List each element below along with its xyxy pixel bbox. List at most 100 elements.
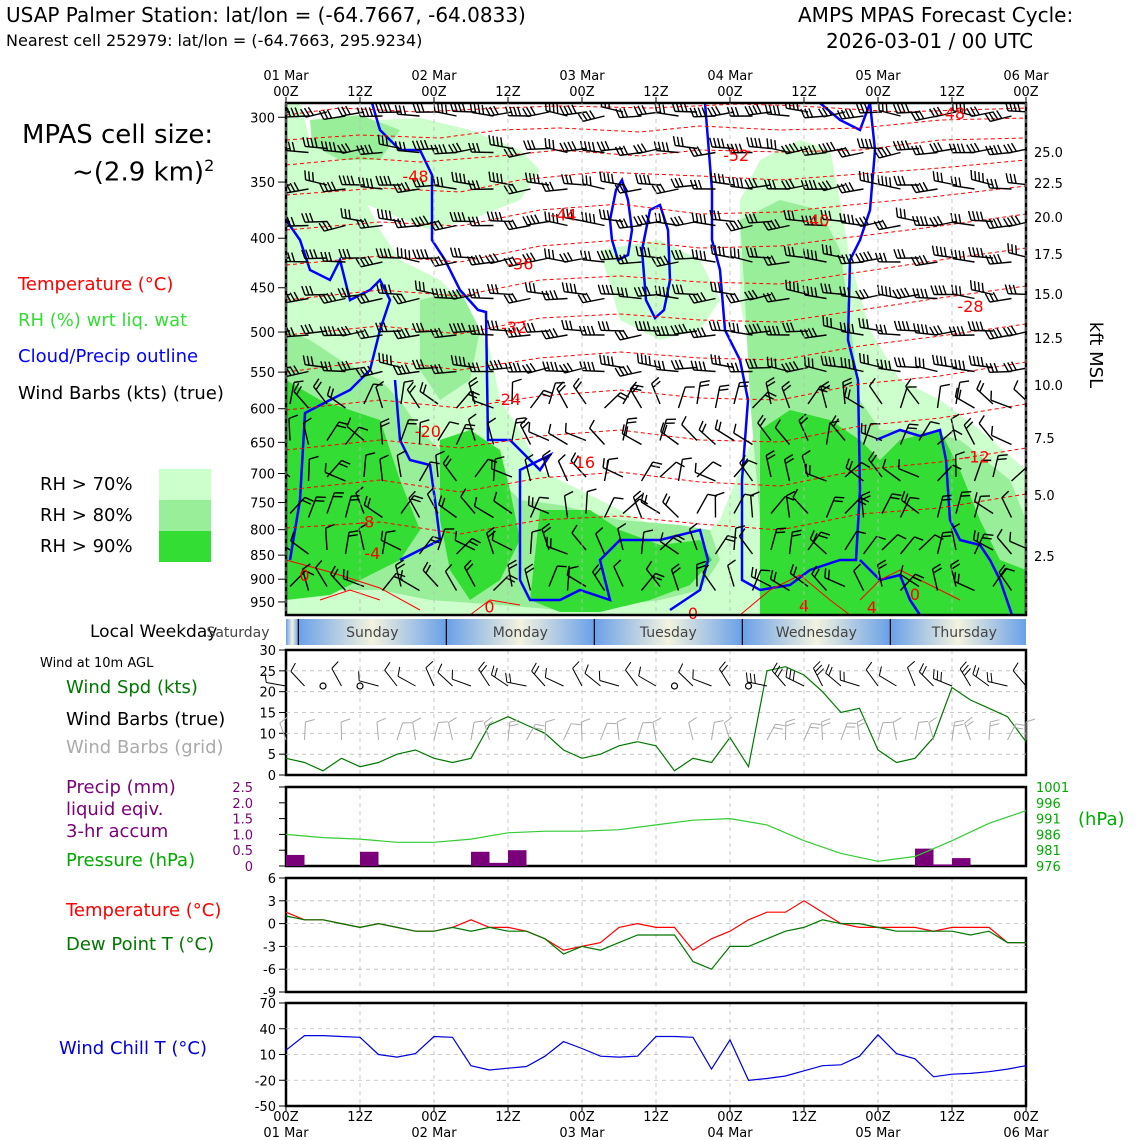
wind-barb <box>426 486 439 514</box>
wind-barb <box>467 413 477 441</box>
wind-barb <box>803 356 827 373</box>
wind-barb <box>529 389 553 409</box>
wind-barb <box>307 496 326 518</box>
wind-barb-true <box>397 666 416 687</box>
wind-barb <box>984 217 1012 229</box>
wind-barb <box>950 523 961 551</box>
wind-barb <box>592 564 606 591</box>
wind-barb <box>696 380 710 405</box>
precip-bar <box>508 850 527 866</box>
rh-legend-80: RH > 80% <box>40 505 133 526</box>
wind-barb <box>473 496 494 519</box>
wind-barb-true <box>785 667 805 687</box>
wind-barb <box>984 110 1012 123</box>
wind-barb <box>556 381 569 409</box>
temperature-label: -20 <box>415 422 441 441</box>
temperature-label: -12 <box>964 447 990 466</box>
wind-barb <box>950 358 975 373</box>
rh-90-region-3 <box>530 510 712 612</box>
wind-barb <box>696 560 707 587</box>
wind-barb-grid <box>723 716 733 741</box>
wind-barb <box>340 208 365 223</box>
wind-barb <box>733 459 758 478</box>
precip-tick-label: 1.0 <box>232 828 253 843</box>
wind-barb <box>780 142 809 155</box>
wind-barb <box>432 176 457 190</box>
wind-barb <box>570 452 587 478</box>
precip-bar <box>915 848 934 866</box>
wind-barb <box>899 423 919 445</box>
temperature-label: -36 <box>507 255 533 274</box>
calm-circle <box>319 682 327 690</box>
wind-barb <box>688 327 716 339</box>
wind-barb-true <box>625 661 638 687</box>
wind-barb <box>392 293 420 305</box>
wind-barb-true <box>678 663 694 687</box>
wind-barb <box>652 325 679 337</box>
wind-barb <box>504 327 531 338</box>
legend-pressure: Pressure (hPa) <box>66 850 196 871</box>
wind-barb <box>899 496 920 518</box>
wind-10m-title: Wind at 10m AGL <box>40 656 154 671</box>
wind-barb-true <box>745 672 768 687</box>
wind-barb-grid <box>637 722 653 741</box>
wind-barb <box>973 495 991 518</box>
wind-barb <box>579 140 605 154</box>
wind-barb <box>821 244 846 259</box>
wind-chill-tick-label: 10 <box>259 1049 276 1064</box>
top-hour-label: 12Z <box>939 85 965 100</box>
wind-barb <box>744 323 772 335</box>
calm-circle <box>744 682 753 690</box>
legend-precip-liquid: liquid eqiv. <box>66 799 164 820</box>
cloud-outline-4 <box>608 176 634 262</box>
wind-barb <box>408 490 421 518</box>
wind-barb <box>286 327 309 338</box>
wind-barb <box>877 174 901 190</box>
wind-barb <box>830 415 846 441</box>
wind-barb <box>662 493 679 518</box>
wind-barb-grid <box>652 717 662 741</box>
wind-barb <box>825 496 845 518</box>
legend-precip-accum: 3-hr accum <box>66 821 169 842</box>
legend-cloud-outline: Cloud/Precip outline <box>18 346 199 367</box>
wind-barb <box>429 220 457 231</box>
wind-barb <box>289 380 304 405</box>
wind-barb <box>414 280 439 296</box>
wind-barb <box>1009 531 1026 550</box>
wind-barb <box>636 353 661 369</box>
wind-barb-grid <box>766 723 785 741</box>
wind-barb-grid <box>279 716 288 741</box>
wind-barb <box>622 498 649 515</box>
wind-barb-true <box>478 661 490 687</box>
wind-barb <box>290 531 309 555</box>
legend-rh: RH (%) wrt liq. wat <box>18 310 188 331</box>
wind-barb <box>599 354 624 369</box>
wind-barb <box>490 459 513 478</box>
bottom-hour-label: 12Z <box>791 1110 817 1125</box>
wind-barb-grid <box>526 723 545 741</box>
wind-barb <box>524 172 550 186</box>
upper-air-wind-barbs <box>286 103 1026 592</box>
wind-barb-grid <box>988 719 1000 741</box>
wind-barb <box>973 492 994 515</box>
wind-barb <box>745 247 772 259</box>
wind-barb <box>746 137 772 150</box>
precip-bar <box>933 864 952 866</box>
wind-barb <box>418 419 430 445</box>
wind-barb <box>770 527 787 551</box>
temperature-label: -8 <box>358 513 374 532</box>
wind-barb <box>485 526 496 555</box>
wind-barb <box>714 491 725 518</box>
wind-barb-grid <box>507 719 520 741</box>
wind-barb <box>330 565 347 591</box>
wind-barb <box>444 563 458 591</box>
wind-barb <box>968 355 994 369</box>
weekday-name: Saturday <box>206 625 269 641</box>
wind-barb <box>363 383 383 405</box>
wind-barb <box>561 282 587 296</box>
wind-barb <box>990 390 1012 409</box>
precip-tick-label: 2.5 <box>232 781 253 796</box>
wind-barb <box>936 494 953 518</box>
wind-barb <box>589 419 606 445</box>
pressure-tick-label: 650 <box>250 436 275 451</box>
